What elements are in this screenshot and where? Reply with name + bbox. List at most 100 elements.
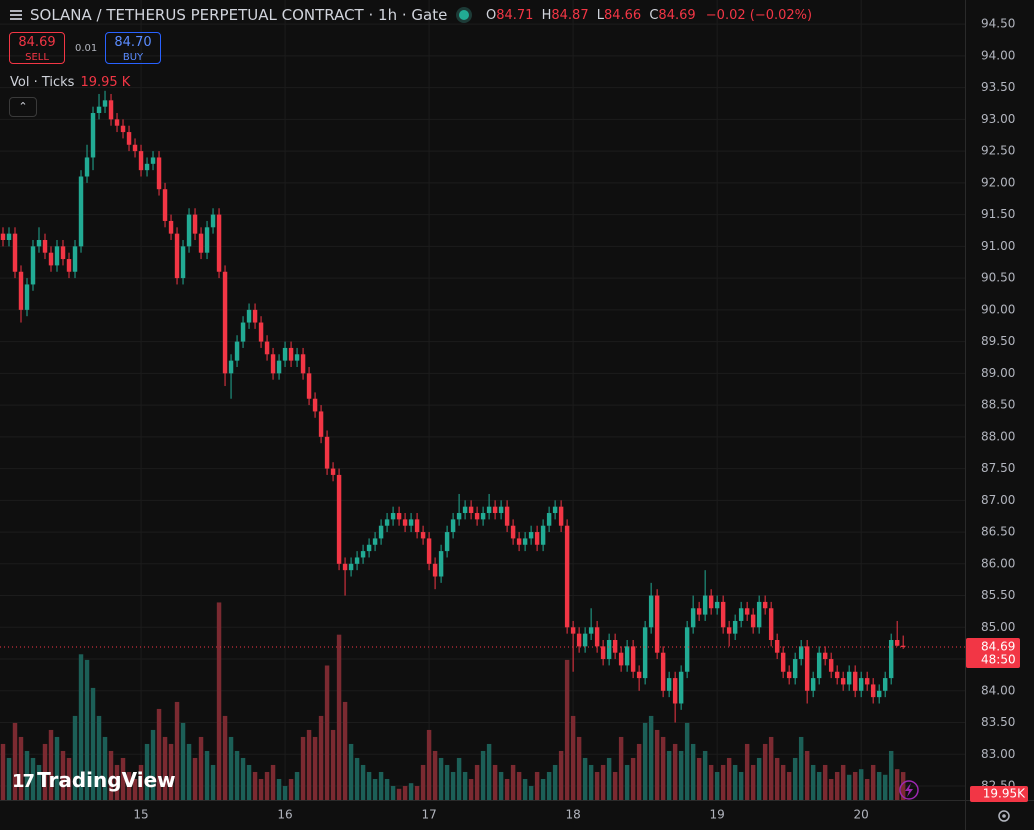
candle-body — [234, 341, 240, 361]
candle-body — [324, 436, 330, 469]
candle-body — [588, 627, 594, 634]
volume-bar — [570, 715, 576, 800]
volume-bar — [120, 757, 126, 800]
candle-body — [696, 608, 702, 615]
candle-body — [72, 246, 78, 272]
volume-bar — [744, 743, 750, 800]
volume-bar — [546, 771, 552, 800]
volume-bar — [438, 757, 444, 800]
volume-bar — [486, 743, 492, 800]
volume-bar — [720, 764, 726, 800]
candle-body — [426, 538, 432, 564]
volume-bar — [270, 764, 276, 800]
ohlc-key: O — [486, 8, 497, 23]
volume-bar — [444, 764, 450, 800]
candle-body — [42, 240, 48, 253]
volume-bar — [534, 771, 540, 800]
spread: 0.01 — [75, 43, 98, 54]
candle-body — [900, 645, 906, 647]
candle-body — [570, 627, 576, 634]
candle-body — [576, 633, 582, 647]
volume-bar — [510, 764, 516, 800]
candle-body — [300, 354, 306, 374]
volume-bar — [192, 757, 198, 800]
x-tick-label: 17 — [421, 808, 436, 822]
candle-body — [792, 659, 798, 679]
volume-bar — [618, 736, 624, 800]
candle-body — [888, 640, 894, 679]
volume-bar — [624, 764, 630, 800]
volume-bar — [132, 778, 138, 800]
candle-body — [204, 227, 210, 253]
volume-bar — [852, 771, 858, 800]
candle-body — [228, 360, 234, 374]
candle-body — [102, 100, 108, 107]
candle-body — [360, 551, 366, 558]
candle-body — [558, 506, 564, 526]
volume-bar — [246, 764, 252, 800]
y-tick-label: 89.00 — [981, 366, 1015, 380]
volume-bar — [870, 764, 876, 800]
volume-bar — [330, 729, 336, 800]
candle-body — [30, 246, 36, 285]
volume-bar — [678, 750, 684, 800]
candle-body — [90, 113, 96, 158]
symbol-title: SOLANA / TETHERUS PERPETUAL CONTRACT · 1… — [30, 6, 448, 24]
volume-bar — [222, 715, 228, 800]
volume-bar — [540, 778, 546, 800]
volume-bar — [84, 659, 90, 800]
volume-bar — [48, 729, 54, 800]
logo-text: TradingView — [37, 768, 176, 792]
volume-bar — [522, 778, 528, 800]
volume-bar — [462, 771, 468, 800]
candle-body — [420, 532, 426, 539]
volume-bar — [414, 785, 420, 800]
candle-body — [180, 246, 186, 279]
volume-bar — [750, 764, 756, 800]
y-tick-label: 86.00 — [981, 556, 1015, 570]
volume-bar — [882, 774, 888, 800]
candle-body — [492, 506, 498, 514]
volume-bar — [12, 722, 18, 800]
ohlc-legend: O84.71 H84.87 L84.66 C84.69 −0.02 (−0.02… — [482, 8, 812, 23]
candle-body — [18, 271, 24, 310]
volume-bar — [144, 743, 150, 800]
candle-body — [246, 309, 252, 323]
candle-body — [438, 551, 444, 577]
ohlc-value: 84.71 — [496, 8, 534, 23]
volume-bar — [288, 778, 294, 800]
candle-body — [834, 671, 840, 679]
ohlc-value: 84.87 — [551, 8, 589, 23]
volume-bar — [258, 778, 264, 800]
volume-bar — [198, 736, 204, 800]
volume-bar — [234, 750, 240, 800]
candle-body — [786, 671, 792, 679]
candle-body — [66, 259, 72, 272]
buy-button[interactable]: 84.70 BUY — [105, 32, 161, 64]
candle-body — [150, 157, 156, 164]
volume-bar — [210, 764, 216, 800]
y-tick-label: 92.50 — [981, 144, 1015, 158]
candle-body — [660, 652, 666, 691]
collapse-button[interactable]: ⌃ — [9, 97, 37, 117]
menu-icon[interactable] — [10, 10, 22, 22]
candle-body — [372, 538, 378, 545]
change: −0.02 (−0.02%) — [705, 8, 813, 23]
volume-bar — [312, 736, 318, 800]
candle-body — [642, 627, 648, 679]
candle-body — [0, 233, 6, 240]
volume-bar — [804, 750, 810, 800]
candle-body — [732, 620, 738, 634]
candle-body — [846, 671, 852, 685]
candle-body — [342, 563, 348, 571]
candle-body — [726, 627, 732, 634]
volume-axis-box — [970, 786, 1028, 802]
candle-body — [306, 373, 312, 399]
candle-body — [738, 608, 744, 621]
candle-body — [636, 671, 642, 679]
volume-bar — [216, 602, 222, 800]
volume-bar — [612, 771, 618, 800]
buy-label: BUY — [122, 52, 144, 63]
volume-bar — [432, 750, 438, 800]
sell-button[interactable]: 84.69 SELL — [9, 32, 65, 64]
